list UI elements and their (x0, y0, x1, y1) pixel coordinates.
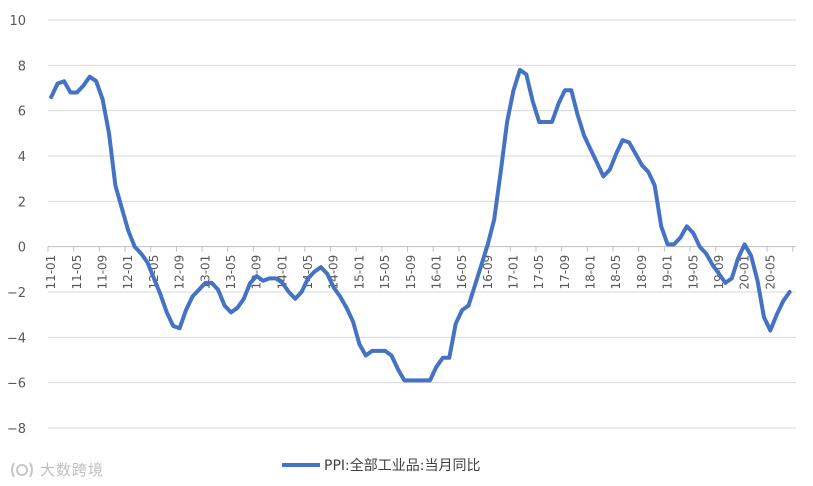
legend: PPI:全部工业品:当月同比 (282, 455, 480, 475)
series-line-ppi (49, 67, 792, 383)
y-tick-label: −2 (7, 286, 26, 301)
x-tick-label: 15-09 (404, 255, 418, 290)
x-tick-label: 16-01 (429, 255, 443, 290)
x-tick-label: 16-05 (455, 255, 469, 290)
y-tick-label: 10 (9, 14, 26, 29)
y-tick-label: 6 (18, 105, 26, 120)
legend-swatch-ppi (282, 463, 320, 467)
x-tick-label: 17-05 (532, 255, 546, 290)
x-tick-label: 20-05 (763, 255, 777, 290)
y-tick-label: 8 (18, 59, 26, 74)
legend-label-ppi: PPI:全部工业品:当月同比 (324, 458, 481, 474)
x-tick-label: 18-01 (584, 255, 598, 290)
x-tick-label: 17-01 (506, 255, 520, 290)
watermark: 大数跨境 (8, 459, 104, 480)
x-tick-label: 16-09 (481, 255, 495, 290)
x-tick-label: 13-05 (224, 255, 238, 290)
gridlines (47, 19, 796, 429)
x-tick-label: 12-01 (121, 255, 135, 290)
watermark-text: 大数跨境 (40, 461, 105, 479)
x-tick-label: 15-05 (378, 255, 392, 290)
watermark-logo-icon (8, 460, 36, 480)
x-tick-label: 18-09 (635, 255, 649, 290)
y-tick-label: −4 (7, 331, 26, 346)
x-tick-label: 11-09 (96, 255, 110, 290)
ppi-line-chart: −8 −6 −4 −2 0 2 4 6 8 10 11-01 11-05 11-09 12-01 12-0… (7, 14, 796, 437)
x-tick-label: 14-05 (301, 255, 315, 290)
x-tick-label: 12-05 (147, 255, 161, 290)
x-tick-label: 12-09 (173, 255, 187, 290)
x-tick-label: 15-01 (352, 255, 366, 290)
y-tick-label: −6 (7, 377, 26, 392)
y-tick-label: −8 (7, 422, 26, 437)
x-tick-label: 17-09 (558, 255, 572, 290)
y-tick-label: 2 (18, 195, 26, 210)
x-tick-label: 19-01 (661, 255, 675, 290)
x-tick-label: 11-05 (70, 255, 84, 290)
x-tick-label: 19-05 (686, 255, 700, 290)
x-tick-label: 20-01 (738, 255, 752, 290)
y-axis-tick-labels: −8 −6 −4 −2 0 2 4 6 8 10 (7, 14, 26, 437)
x-tick-label: 18-05 (609, 255, 623, 290)
y-tick-label: 4 (18, 150, 26, 165)
x-tick-label: 11-01 (44, 255, 58, 290)
y-tick-label: 0 (18, 241, 26, 256)
x-tick-label: 13-01 (198, 255, 212, 290)
